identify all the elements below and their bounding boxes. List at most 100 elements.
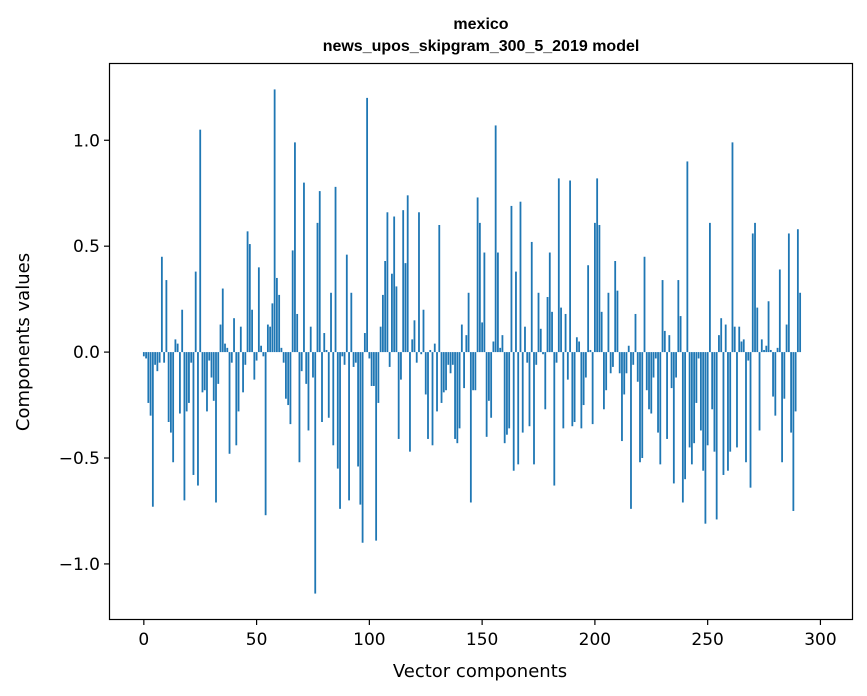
plot-frame <box>108 62 854 621</box>
bar <box>438 224 441 353</box>
bar <box>747 352 750 361</box>
bar <box>598 224 601 353</box>
bar <box>661 280 664 353</box>
bar <box>147 352 150 403</box>
bar <box>778 269 781 353</box>
bar <box>167 352 170 422</box>
bar <box>275 277 278 353</box>
bar <box>341 352 344 357</box>
bar <box>704 352 707 524</box>
bar <box>244 352 247 365</box>
bar <box>589 349 592 353</box>
bar <box>790 352 793 433</box>
bar <box>163 352 166 363</box>
bar <box>228 352 231 454</box>
bar <box>699 352 702 431</box>
bar <box>745 352 747 463</box>
bar <box>359 352 362 505</box>
bar <box>305 352 308 384</box>
bar <box>296 313 299 353</box>
y-axis-ticks: −1.0 −0.5 0.0 0.5 1.0 <box>59 131 110 575</box>
bar <box>519 201 522 353</box>
bar <box>478 222 481 353</box>
bar <box>510 205 513 353</box>
bar <box>690 352 693 465</box>
bar <box>593 222 596 353</box>
bar <box>555 352 558 363</box>
chart-title: mexico <box>453 16 508 33</box>
bar <box>474 352 477 391</box>
bar <box>156 352 159 372</box>
bar <box>596 178 599 353</box>
bar <box>774 352 777 416</box>
bar <box>287 352 290 406</box>
bar <box>524 326 526 353</box>
y-tick-label: 0.0 <box>73 343 100 363</box>
bar <box>350 292 353 353</box>
bar <box>614 261 617 353</box>
bar <box>384 261 387 353</box>
bar <box>233 318 235 353</box>
bar <box>515 271 517 353</box>
bar <box>404 263 407 353</box>
bar <box>530 241 533 353</box>
bar <box>675 352 677 378</box>
bar <box>724 324 727 353</box>
bar <box>713 352 716 452</box>
y-tick-label: 1.0 <box>73 131 100 151</box>
bar <box>535 352 538 365</box>
bar <box>285 352 287 399</box>
bar <box>145 352 147 359</box>
bar <box>630 352 632 509</box>
bar <box>742 339 745 353</box>
bar <box>571 352 574 427</box>
bar <box>436 352 438 412</box>
y-tick-label: 0.5 <box>73 237 100 257</box>
bar <box>194 271 197 353</box>
bar <box>668 335 671 353</box>
bar <box>264 352 267 516</box>
bar <box>239 326 242 353</box>
bar <box>413 320 416 353</box>
bar <box>557 178 560 353</box>
bar <box>420 352 423 355</box>
bar <box>609 352 612 374</box>
bar <box>418 212 420 353</box>
bar <box>760 339 763 353</box>
bar <box>388 352 391 367</box>
bar <box>562 352 565 429</box>
bar <box>160 256 163 353</box>
bar <box>544 352 547 410</box>
bar <box>246 231 249 353</box>
bar <box>648 352 650 410</box>
bar <box>616 290 619 353</box>
bar <box>386 212 389 353</box>
bar <box>612 352 614 367</box>
x-tick-label: 150 <box>466 630 498 650</box>
bar <box>767 301 770 353</box>
bar <box>278 294 281 353</box>
bar <box>657 352 659 433</box>
bar <box>221 288 224 353</box>
bar <box>255 352 258 361</box>
bar <box>366 97 369 353</box>
bar <box>224 343 226 353</box>
bar <box>458 352 461 429</box>
bar <box>709 222 711 353</box>
bar <box>172 352 175 463</box>
bar <box>650 352 653 414</box>
bar <box>600 311 603 353</box>
bar <box>702 352 705 471</box>
bar <box>336 352 339 469</box>
bar <box>406 195 409 353</box>
bar <box>580 352 583 429</box>
bar <box>542 352 544 355</box>
bar <box>636 352 639 382</box>
bar <box>454 352 456 439</box>
bar <box>521 352 524 433</box>
bar <box>260 345 263 353</box>
bar <box>587 265 590 353</box>
bar <box>262 352 265 357</box>
bar <box>395 286 398 353</box>
bar <box>165 280 168 353</box>
